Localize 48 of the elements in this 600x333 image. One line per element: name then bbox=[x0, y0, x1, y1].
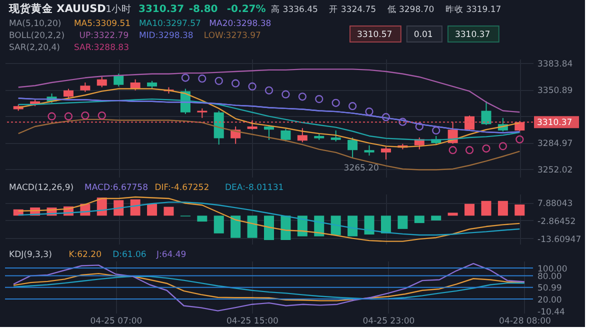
y-tick-label: 7.88043 bbox=[538, 199, 573, 210]
text: 3310.37 bbox=[138, 4, 184, 15]
text: MA(5,10,20) bbox=[9, 19, 62, 29]
text: MID:3298.38 bbox=[138, 31, 194, 41]
text: BOLL(20,2,2) bbox=[9, 31, 65, 41]
x-tick-label: 04-28 08:00 bbox=[499, 316, 551, 326]
y-tick-label: -10.44 bbox=[538, 307, 565, 318]
ref-line-label: 3310.37 bbox=[537, 118, 572, 128]
y-tick-label: 3350.89 bbox=[538, 86, 573, 96]
text: 昨收 3319.17 bbox=[445, 4, 502, 15]
y-tick-label: 100.00 bbox=[538, 264, 568, 274]
text: UP:3322.79 bbox=[79, 31, 129, 41]
text: 0.01 bbox=[414, 30, 433, 40]
chart-title: 现货黄金 XAUUSD bbox=[8, 2, 106, 15]
series-label: DEA:-8.01131 bbox=[224, 183, 284, 193]
y-tick-label: 80.00 bbox=[538, 272, 562, 282]
x-tick-label: 04-25 23:00 bbox=[362, 316, 415, 326]
text: 高 3336.45 bbox=[271, 4, 318, 15]
text: SAR(2,20,4) bbox=[9, 43, 60, 53]
text: 3310.37 bbox=[454, 30, 490, 40]
y-tick-label: 20.00 bbox=[538, 296, 562, 306]
y-tick-label: 3252.02 bbox=[538, 165, 573, 176]
annotation: 3265.20 bbox=[344, 164, 379, 174]
text: MACD:6.67758 bbox=[84, 183, 148, 193]
text: 3310.57 bbox=[357, 30, 392, 40]
text: J:64.49 bbox=[155, 250, 186, 260]
chart-title: MACD(12,26,9) bbox=[9, 183, 74, 193]
chart-subtitle: 1小时 bbox=[106, 3, 132, 15]
y-tick-label: 50.99 bbox=[538, 284, 562, 294]
text: 开 3324.75 bbox=[329, 5, 376, 15]
text: MA20:3298.38 bbox=[209, 19, 272, 29]
y-tick-label: -2.86452 bbox=[538, 216, 576, 227]
series-label: DIF:-4.67252 bbox=[154, 183, 210, 193]
y-tick-label: -13.60947 bbox=[538, 234, 582, 245]
x-tick-label: 04-25 07:00 bbox=[90, 316, 142, 326]
y-tick-label: 3383.84 bbox=[538, 60, 573, 70]
text: -0.27% bbox=[226, 4, 266, 15]
text: LOW:3273.97 bbox=[204, 31, 261, 41]
series-label: D:61.06 bbox=[112, 250, 146, 260]
text: -8.80 bbox=[188, 4, 218, 15]
x-tick-label: 04-25 15:00 bbox=[226, 316, 278, 326]
text: SAR:3288.83 bbox=[74, 43, 129, 53]
chart-title: KDJ(9,3,3) bbox=[9, 250, 52, 260]
y-tick-label: 3284.97 bbox=[538, 139, 573, 150]
text: MA10:3297.57 bbox=[138, 19, 201, 29]
series-label: K:62.20 bbox=[68, 250, 102, 260]
text: MA5:3309.51 bbox=[74, 19, 131, 29]
text: 低 3298.70 bbox=[387, 4, 434, 15]
